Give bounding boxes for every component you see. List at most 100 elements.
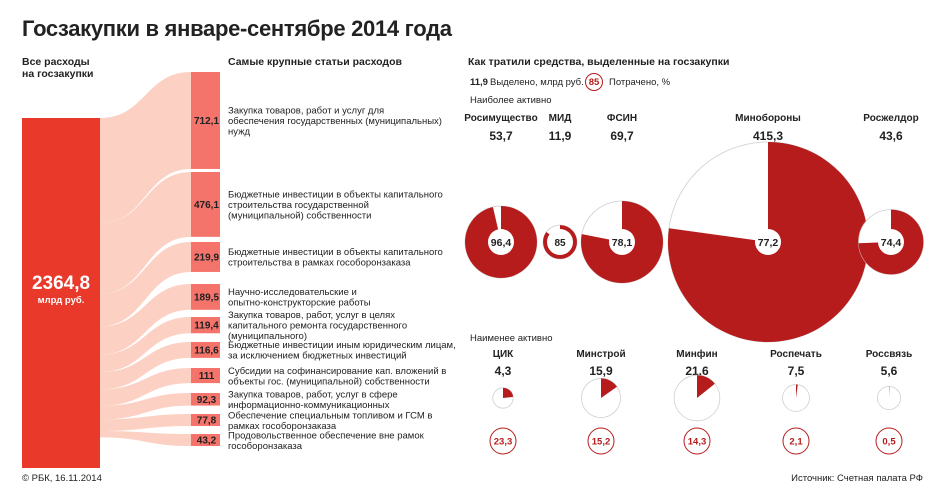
sankey-flow bbox=[100, 342, 191, 390]
legend-spent-value: 85 bbox=[588, 77, 600, 88]
footer-copyright: © РБК, 16.11.2014 bbox=[22, 473, 102, 484]
pie-center bbox=[755, 229, 781, 255]
sankey-flow bbox=[100, 284, 191, 355]
sankey-flow bbox=[100, 317, 191, 373]
expense-category-label: Бюджетные инвестиции в объекты капитальн… bbox=[228, 247, 443, 268]
least-active-label: Наименее активно bbox=[470, 333, 553, 344]
expense-bar bbox=[191, 414, 220, 426]
expense-bar bbox=[191, 393, 220, 406]
agency-name: Роспечать bbox=[770, 349, 822, 360]
page-title: Госзакупки в январе-сентябре 2014 года bbox=[22, 16, 452, 41]
sankey-flow bbox=[100, 242, 191, 327]
sankey-flow bbox=[100, 393, 191, 420]
agency-name: МИД bbox=[549, 113, 572, 124]
sankey-flow bbox=[100, 430, 191, 446]
percent-badge bbox=[875, 427, 903, 455]
expense-value-label: 712,1 bbox=[194, 116, 219, 127]
agency-name: Минфин bbox=[676, 348, 717, 360]
expense-bar bbox=[191, 368, 220, 384]
pie-percent-label: 0,5 bbox=[882, 437, 896, 448]
agency-allocated: 43,6 bbox=[879, 129, 903, 143]
agency-allocated: 21,6 bbox=[685, 364, 709, 378]
total-value: 2364,8 bbox=[32, 273, 90, 294]
sankey-flow bbox=[100, 72, 191, 224]
percent-badge bbox=[683, 427, 711, 455]
left-header: Все расходы на госзакупки bbox=[22, 56, 94, 80]
pie-percent-label: 15,2 bbox=[592, 437, 611, 448]
sankey-flow bbox=[100, 414, 191, 431]
expense-category-label: Бюджетные инвестиции в объекты капитальн… bbox=[228, 189, 443, 221]
pie-center bbox=[609, 229, 635, 255]
expense-value-label: 43,2 bbox=[197, 436, 217, 447]
expense-bar bbox=[191, 242, 220, 272]
pie-percent-label: 77,2 bbox=[758, 237, 779, 249]
legend-spent-badge bbox=[585, 73, 603, 91]
expense-value-label: 111 bbox=[199, 371, 215, 382]
most-active-label: Наиболее активно bbox=[470, 95, 552, 106]
pie-percent-label: 85 bbox=[554, 238, 566, 249]
expense-value-label: 189,5 bbox=[194, 292, 219, 303]
agency-allocated: 415,3 bbox=[753, 129, 783, 143]
expense-value-label: 119,4 bbox=[194, 321, 219, 332]
agency-allocated: 5,6 bbox=[881, 364, 898, 378]
expense-bar bbox=[191, 284, 220, 310]
agency-allocated: 15,9 bbox=[589, 364, 613, 378]
sankey-flow bbox=[100, 368, 191, 406]
expense-bar bbox=[191, 317, 220, 334]
expense-category-label: Закупка товаров, работ и услуг для обеспе… bbox=[228, 105, 442, 137]
expense-category-label: Бюджетные инвестиции иным юридическим ли… bbox=[228, 340, 456, 362]
pie-percent-label: 14,3 bbox=[688, 437, 707, 448]
pie-percent-label: 74,4 bbox=[881, 237, 902, 249]
agency-name: Россвязь bbox=[866, 349, 913, 360]
legend-allocated-value: 11,9 bbox=[470, 77, 488, 88]
expense-bar bbox=[191, 342, 220, 358]
agency-name: ЦИК bbox=[493, 349, 514, 360]
pie-slice bbox=[697, 375, 715, 398]
agency-allocated: 11,9 bbox=[549, 129, 572, 143]
expense-bar bbox=[191, 172, 220, 237]
agency-name: Росимущество bbox=[464, 113, 537, 124]
pie-percent-label: 23,3 bbox=[494, 437, 513, 448]
pie-percent-label: 96,4 bbox=[491, 237, 512, 249]
pie-slice bbox=[601, 378, 617, 398]
pie-center bbox=[547, 229, 573, 255]
sankey-flow bbox=[100, 172, 191, 294]
legend-spent-label: Потрачено, % bbox=[609, 77, 671, 88]
percent-badge bbox=[782, 427, 810, 455]
pie-slice bbox=[796, 384, 798, 398]
expense-category-label: Субсидии на софинансирование кап. вложен… bbox=[228, 366, 446, 388]
agency-name: ФСИН bbox=[607, 113, 637, 124]
middle-header: Самые крупные статьи расходов bbox=[228, 56, 402, 68]
expense-bar bbox=[191, 72, 220, 169]
agency-name: Росжелдор bbox=[863, 113, 918, 124]
agency-allocated: 7,5 bbox=[788, 364, 805, 378]
expense-category-label: Закупка товаров, работ, услуг в сфере инф… bbox=[228, 390, 398, 412]
expense-bar bbox=[191, 434, 220, 446]
pie-center bbox=[878, 229, 904, 255]
agency-allocated: 4,3 bbox=[495, 364, 512, 378]
expense-category-label: Научно-исследовательские и опытно-констру… bbox=[228, 287, 371, 309]
agency-allocated: 69,7 bbox=[610, 129, 634, 143]
percent-badge bbox=[587, 427, 615, 455]
expense-category-label: Закупка товаров, работ, услуг в целях кап… bbox=[228, 310, 407, 342]
pie-percent-label: 2,1 bbox=[789, 437, 803, 448]
footer-source: Источник: Счетная палата РФ bbox=[791, 473, 923, 484]
legend-allocated-label: Выделено, млрд руб. bbox=[490, 77, 584, 88]
expense-value-label: 219,9 bbox=[194, 252, 219, 263]
right-header: Как тратили средства, выделенные на госз… bbox=[468, 56, 730, 68]
agency-name: Минобороны bbox=[735, 112, 801, 124]
total-bar bbox=[22, 118, 100, 468]
percent-badge bbox=[489, 427, 517, 455]
expense-category-label: Обеспечение специальным топливом и ГСМ в… bbox=[228, 410, 432, 432]
pie-slice bbox=[503, 387, 514, 398]
expense-category-label: Продовольственное обеспечение вне рамок г… bbox=[228, 430, 425, 452]
expense-value-label: 476,1 bbox=[194, 200, 219, 211]
expense-value-label: 77,8 bbox=[197, 416, 217, 427]
agency-name: Минстрой bbox=[576, 349, 625, 360]
total-unit: млрд руб. bbox=[38, 295, 85, 306]
expense-value-label: 92,3 bbox=[197, 395, 217, 406]
agency-allocated: 53,7 bbox=[489, 129, 513, 143]
expense-value-label: 116,6 bbox=[194, 345, 219, 356]
pie-percent-label: 78,1 bbox=[612, 237, 633, 249]
